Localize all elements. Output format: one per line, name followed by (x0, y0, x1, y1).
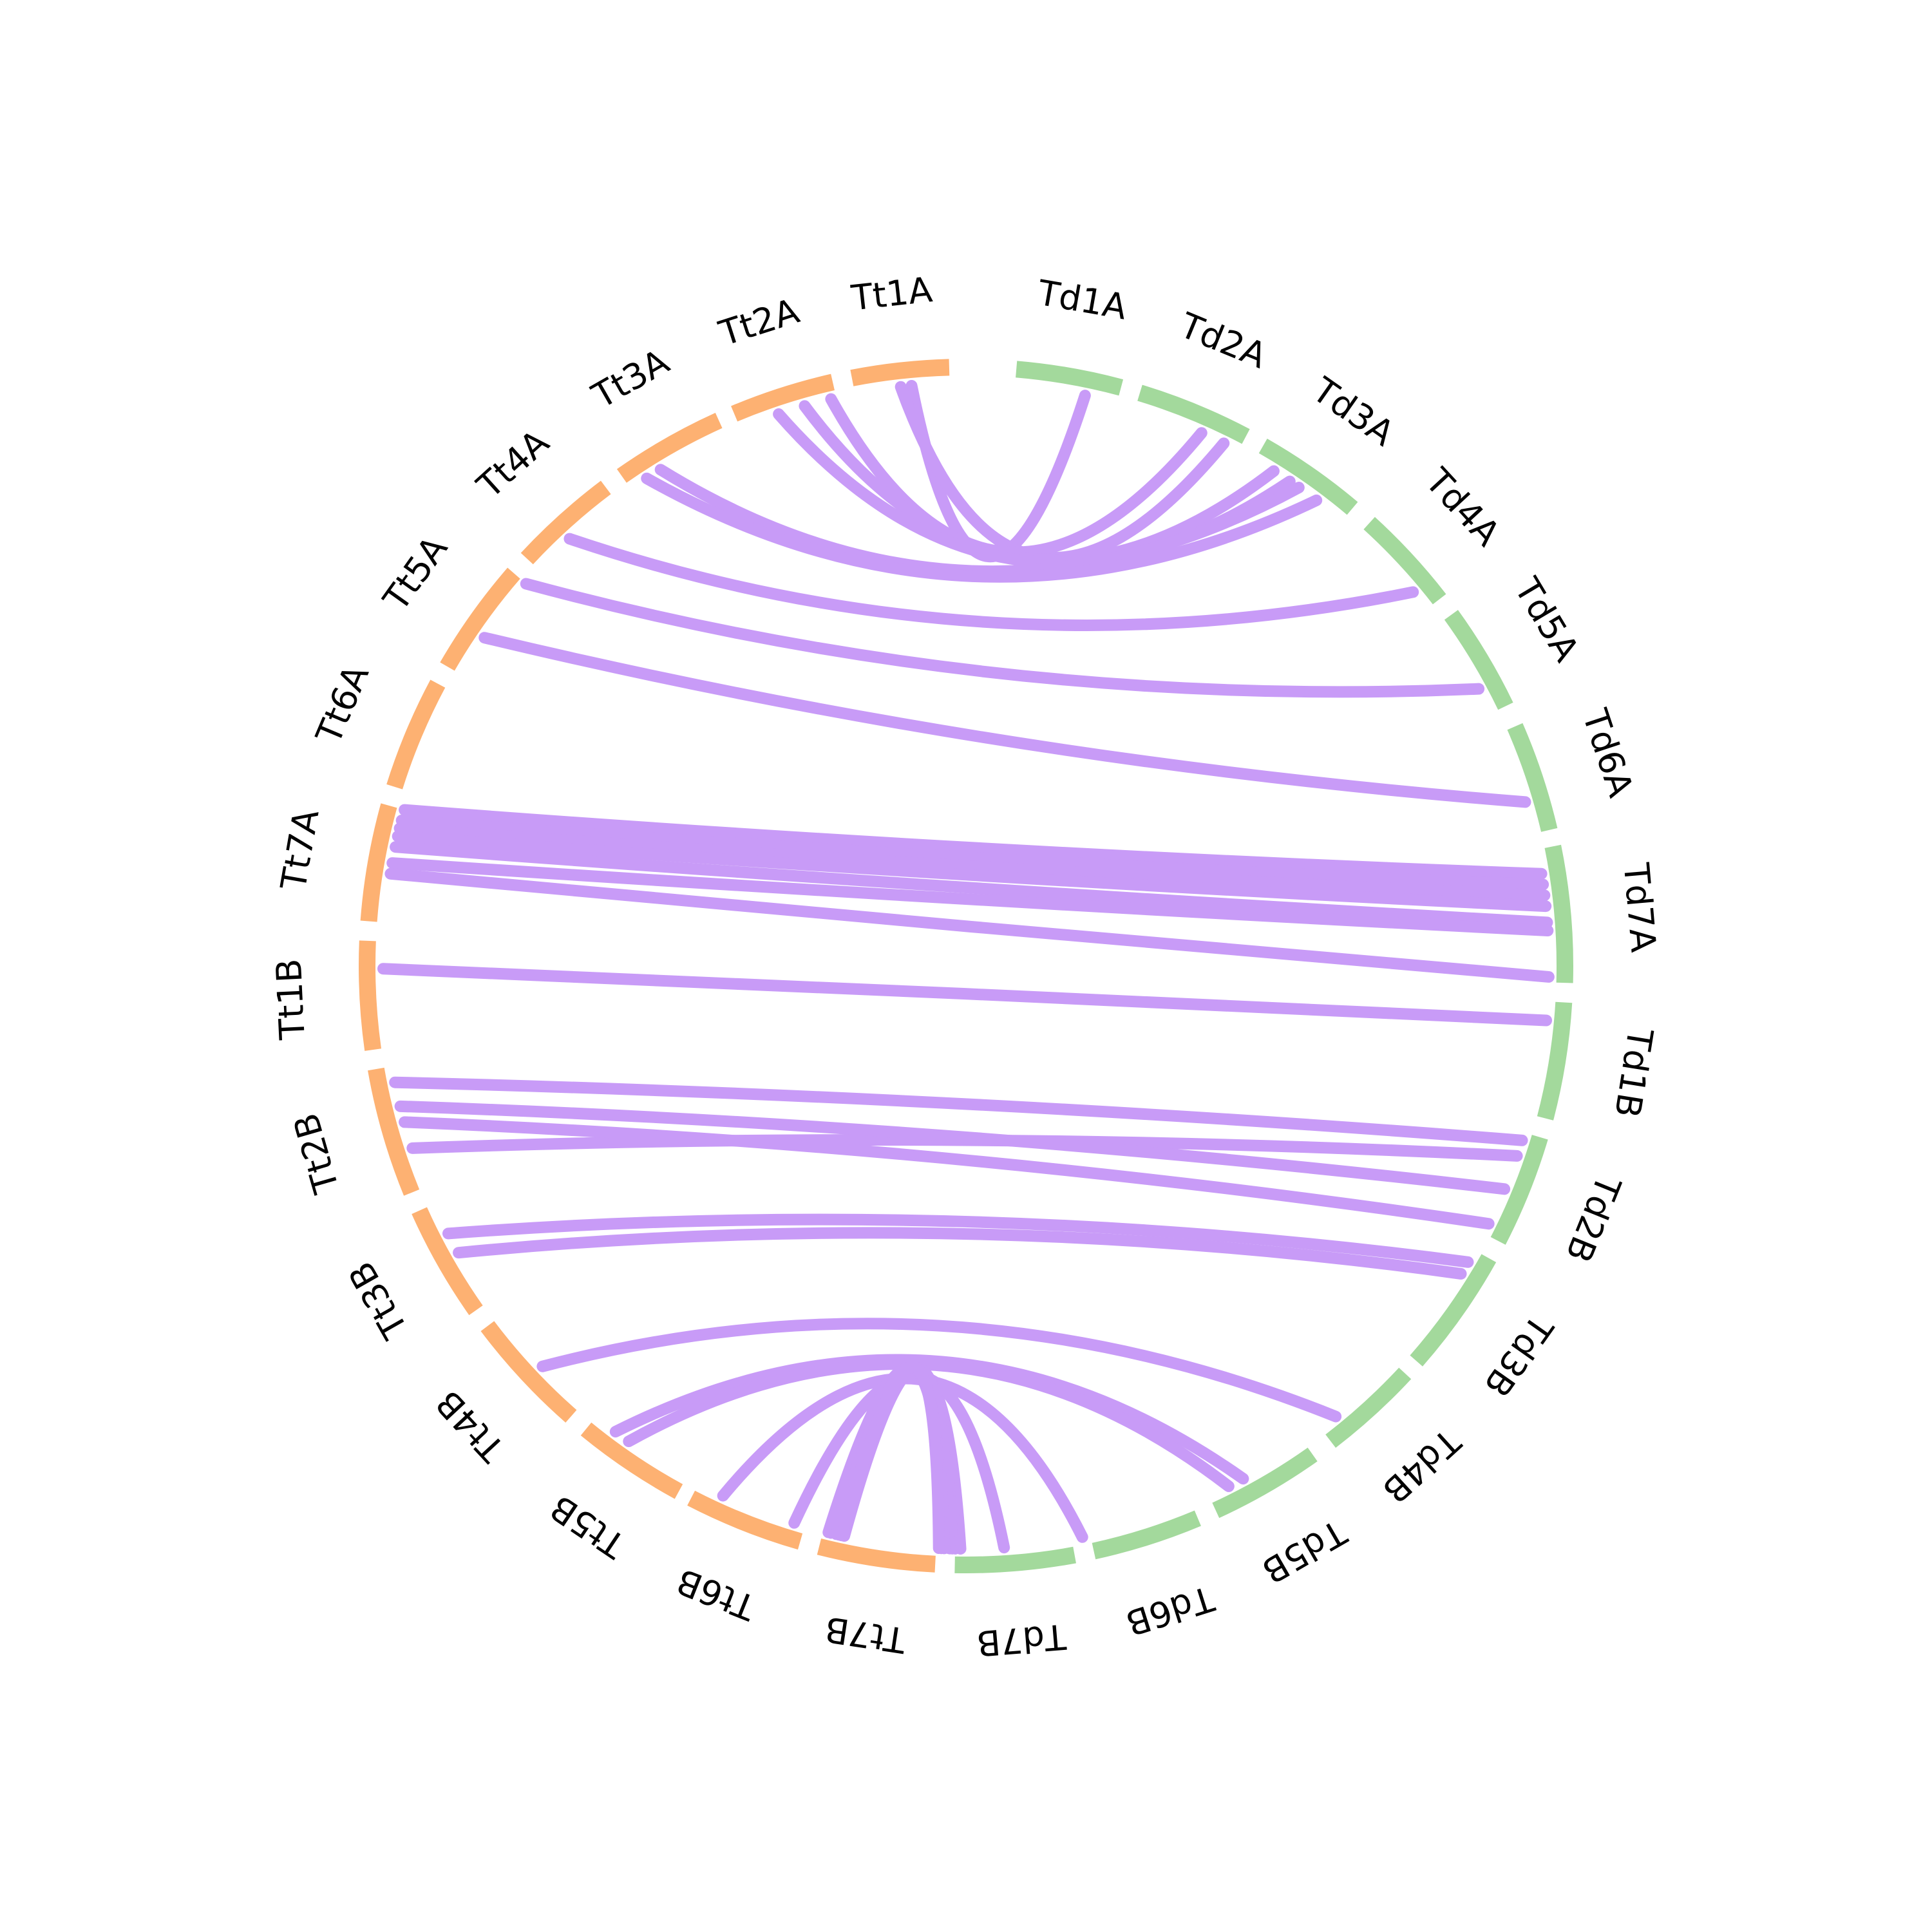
chromosome-Tt7A (369, 806, 389, 922)
chromosome-Td6B (1094, 1519, 1197, 1551)
circos-plot: Td1A Td2A Td3ATd4A Td5A Td6A Td7A Td1B Td2B Td3B… (0, 0, 1932, 1932)
chromosome-Td1A (1016, 369, 1121, 387)
chromosome-label: Td4A (1417, 460, 1508, 554)
synteny-link (723, 1379, 1083, 1537)
chromosome-label: Td3A (1305, 369, 1402, 454)
chromosome-label: Td1A (1034, 272, 1130, 328)
chromosome-label: Tt3A (585, 341, 676, 417)
chromosome-label: Td4B (1374, 1421, 1468, 1511)
chromosome-label: Tt4B (428, 1383, 513, 1470)
chromosome-label: Td6B (1121, 1578, 1219, 1643)
chromosome-label: Td1B (1607, 1025, 1661, 1121)
chromosome-label: Td7B (975, 1616, 1068, 1663)
chromosome-label: Td7A (1616, 861, 1664, 954)
chromosome-label: Tt1B (269, 958, 313, 1041)
chromosome-label: Tt7B (822, 1609, 909, 1661)
chromosome-label: Td5B (1255, 1511, 1353, 1591)
chromosome-Tt2A (734, 382, 833, 413)
chromosome-Tt7B (819, 1547, 935, 1564)
chromosome-label: Td3B (1476, 1307, 1561, 1404)
chromosome-Td4B (1331, 1374, 1405, 1441)
chromosome-Tt6A (395, 684, 438, 787)
chromosome-Tt3A (621, 421, 719, 476)
chromosome-label: Tt6A (308, 659, 377, 750)
chromosome-label: Tt2A (714, 290, 804, 354)
synteny-link (831, 399, 1201, 553)
chromosome-label: Td2B (1558, 1170, 1629, 1268)
chromosome-label: Tt3B (341, 1255, 416, 1345)
chromosome-Td7B (955, 1555, 1075, 1565)
chromosome-Tt4B (488, 1326, 571, 1416)
chromosome-label: Tt6B (671, 1560, 762, 1628)
chromosome-Tt5A (448, 573, 514, 667)
synteny-link (383, 969, 1546, 1020)
chromosome-label: Tt5A (375, 529, 455, 619)
chromosome-label: Tt7A (273, 806, 327, 893)
synteny-link (484, 638, 1525, 802)
chromosome-label: Tt2B (285, 1109, 347, 1198)
chromosome-Td2A (1140, 393, 1246, 437)
chromosome-Td7A (1553, 846, 1565, 983)
synteny-links (383, 386, 1549, 1549)
chromosome-label: Tt1A (849, 269, 934, 318)
chromosome-label: Td6A (1575, 704, 1642, 802)
chromosome-label: Td2A (1174, 305, 1273, 376)
chromosome-label: Tt5B (543, 1487, 633, 1566)
chromosome-Tt3B (419, 1211, 476, 1311)
chromosome-Tt1B (367, 941, 373, 1050)
chromosome-label: Td5A (1506, 571, 1587, 668)
chromosome-label: Tt4A (469, 422, 556, 507)
chromosome-Td4A (1369, 523, 1439, 599)
chromosome-Tt6B (691, 1498, 800, 1541)
chromosome-Tt1A (852, 367, 949, 378)
chromosome-Td6A (1515, 726, 1549, 830)
